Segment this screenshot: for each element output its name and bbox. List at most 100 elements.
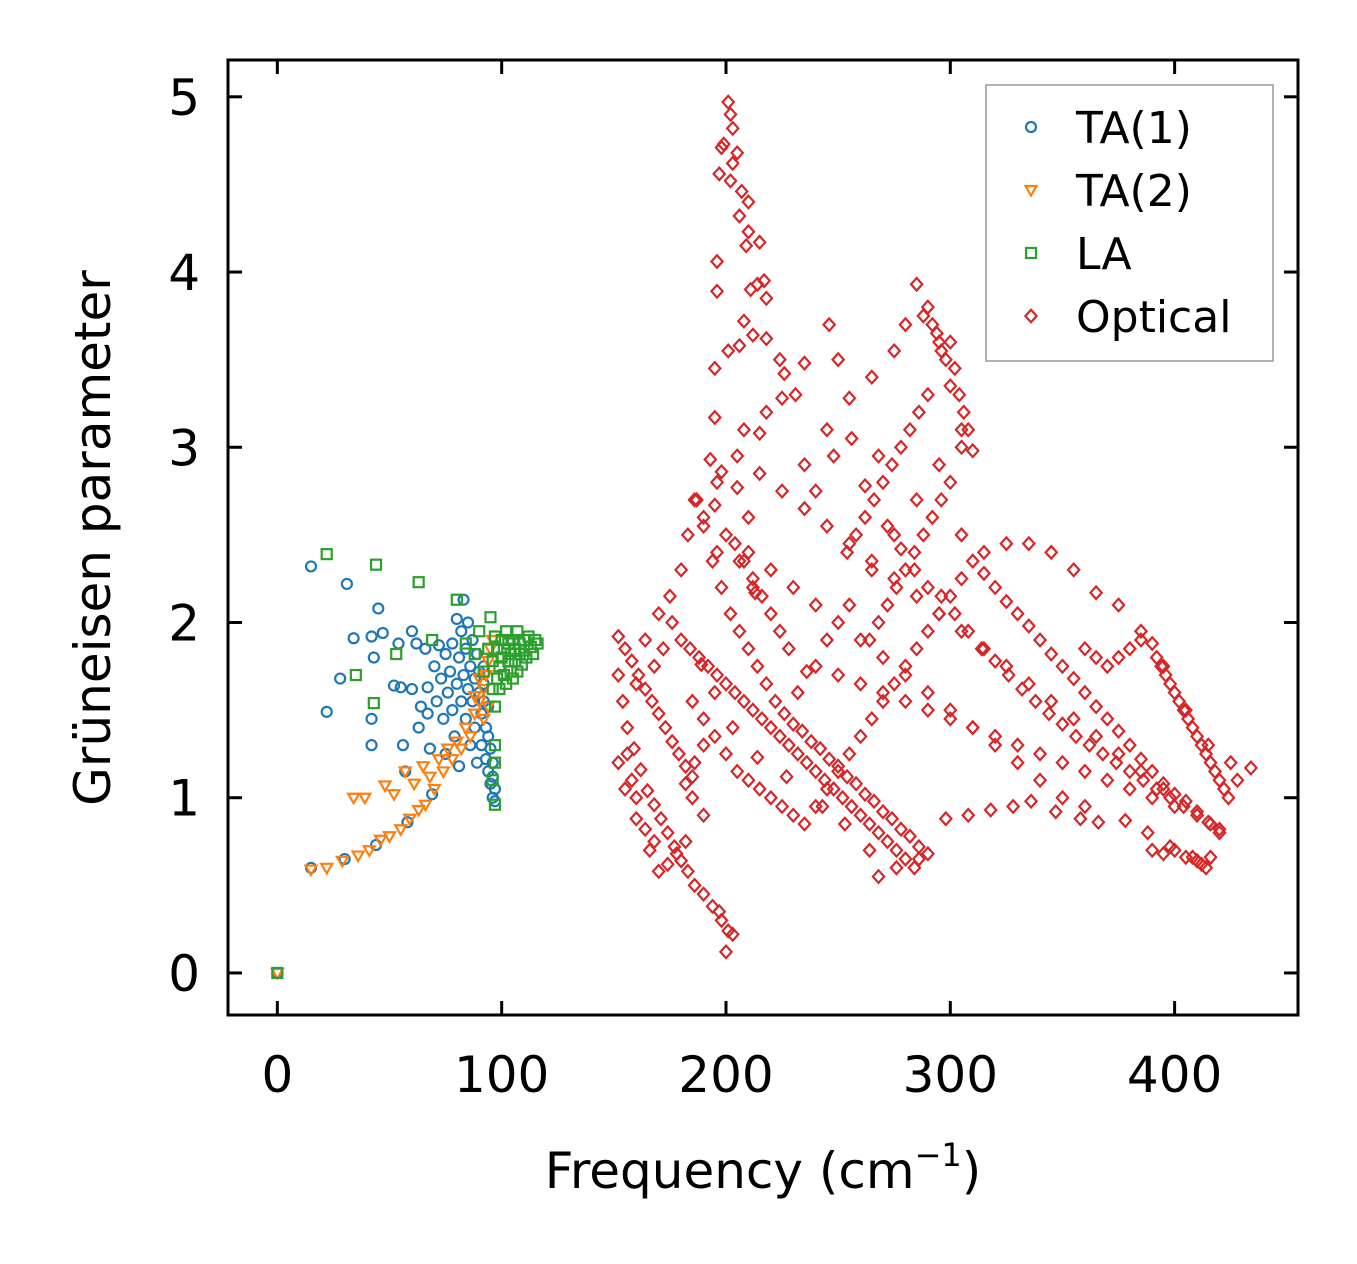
data-point [909,588,924,605]
x-tick-label: 200 [678,1046,773,1104]
data-point [373,834,388,848]
data-point [889,579,904,596]
data-point [999,593,1014,610]
data-point [1122,781,1137,797]
data-point [709,253,725,270]
data-point [1041,705,1057,722]
data-point [1021,535,1036,552]
data-point [647,658,662,675]
data-point [696,807,711,824]
data-point [1066,670,1081,687]
data-point [943,588,958,605]
data-point [461,682,475,696]
x-axis-title: Frequency (cm−1) [545,1136,982,1200]
data-point [449,736,465,750]
data-point [422,771,438,785]
data-point [346,792,362,806]
data-point [880,833,895,850]
data-point [988,728,1003,745]
data-point [1145,763,1160,780]
y-tick-label: 3 [168,419,200,477]
data-point [629,810,644,827]
data-point [665,733,680,750]
data-point [748,584,763,601]
data-point [864,369,879,386]
data-point [757,272,772,289]
data-point [774,798,790,815]
data-point [680,863,695,880]
data-point [866,793,882,810]
data-point [952,386,967,403]
plot-frame [226,58,1300,1017]
data-point [426,633,439,647]
data-point [938,810,953,827]
data-point [367,651,380,664]
data-point [714,579,729,596]
data-point [718,675,734,692]
data-point [1194,856,1209,873]
data-point [419,642,432,655]
data-point [651,863,666,880]
data-point [387,679,401,692]
data-point [443,665,457,678]
data-point [774,483,790,499]
data-point [718,944,734,960]
data-point [1010,754,1025,771]
data-point [911,838,927,855]
data-point [880,518,895,535]
data-point [763,605,778,622]
data-point [1223,754,1238,771]
data-point [965,442,980,459]
data-point [1243,760,1258,776]
data-point [954,570,969,587]
data-point [707,684,722,701]
data-point [647,796,662,813]
data-point [1100,658,1115,675]
data-point [774,390,790,407]
data-point [696,710,711,727]
data-point [1145,635,1160,652]
data-point [696,518,711,535]
y-tick-label: 1 [168,770,200,828]
data-point [712,166,727,182]
data-point [759,675,774,692]
data-point [453,743,469,757]
data-point [1156,845,1171,862]
data-point [640,782,655,799]
data-point [745,702,761,718]
data-point [1118,812,1133,829]
data-point [714,912,729,929]
data-point [920,579,935,596]
data-point [1201,814,1216,831]
data-point [777,365,792,382]
data-point [426,783,442,797]
data-point [947,360,962,377]
data-point [889,859,904,876]
data-point [452,760,466,773]
data-point [707,360,722,377]
data-point [898,316,913,333]
data-point [808,483,823,499]
data-point [304,560,318,573]
data-point [1100,710,1115,727]
legend-marker-optical [1023,308,1039,324]
data-point [730,763,745,780]
data-point [866,491,882,508]
data-point [916,526,931,543]
data-point [484,611,497,624]
data-point [1032,746,1048,762]
data-point [857,509,873,526]
legend-marker-ta-1- [1024,120,1038,134]
data-point [658,719,673,736]
data-point [739,237,754,254]
data-point [444,754,460,767]
data-point [397,766,413,780]
data-point [772,623,787,640]
data-point [411,804,427,818]
data-point [1055,789,1070,806]
data-point [1178,793,1193,810]
data-point [871,868,886,885]
data-point [680,526,695,543]
data-point [531,637,544,650]
data-point [405,682,419,696]
